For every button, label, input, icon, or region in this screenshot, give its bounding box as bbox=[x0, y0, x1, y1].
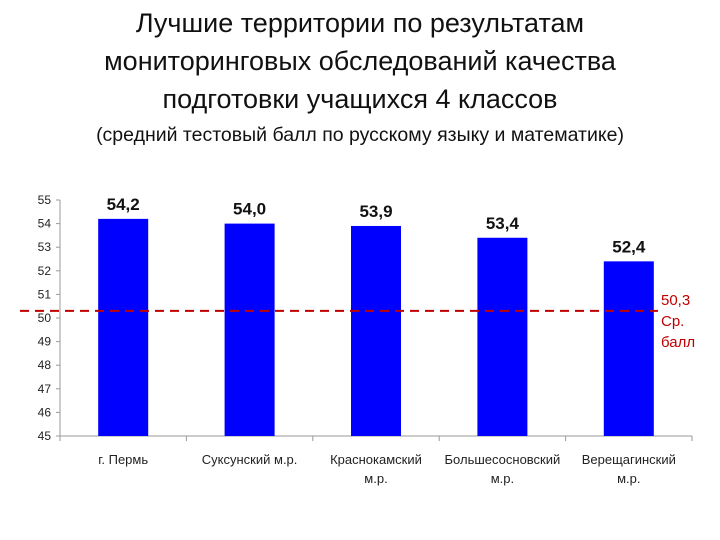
slide-subtitle: (средний тестовый балл по русскому языку… bbox=[96, 124, 624, 146]
average-reference-label-line: Ср. bbox=[661, 313, 684, 330]
x-category-label-line: Краснокамский bbox=[330, 452, 422, 467]
y-tick-label: 46 bbox=[38, 405, 52, 419]
y-tick-label: 50 bbox=[38, 311, 52, 325]
bar bbox=[224, 223, 275, 436]
x-category-label-line: м.р. bbox=[617, 471, 640, 486]
x-category-label: Большесосновский м.р. bbox=[445, 452, 561, 486]
x-category-label: Суксунский м.р. bbox=[202, 452, 298, 467]
x-category-label: Верещагинский м.р. bbox=[582, 452, 676, 486]
x-category-label: г. Пермь bbox=[98, 452, 148, 467]
average-reference-label: 50,3 Ср. балл bbox=[661, 292, 695, 351]
y-tick-label: 55 bbox=[38, 193, 52, 207]
x-category-label-line: Большесосновский bbox=[445, 452, 561, 467]
x-category-label-line: г. Пермь bbox=[98, 452, 148, 467]
x-category-label-line: Суксунский м.р. bbox=[202, 452, 298, 467]
x-category-label-line: м.р. bbox=[491, 471, 514, 486]
y-tick-label: 45 bbox=[38, 429, 52, 443]
y-tick-label: 51 bbox=[38, 287, 52, 301]
x-category-label: Краснокамский м.р. bbox=[330, 452, 422, 486]
y-tick-label: 54 bbox=[38, 217, 52, 231]
bar-value-label: 54,2 bbox=[107, 195, 140, 214]
title-line-3: подготовки учащихся 4 классов bbox=[162, 84, 558, 114]
y-tick-label: 49 bbox=[38, 335, 52, 349]
title-line-1: Лучшие территории по результатам bbox=[135, 8, 585, 38]
y-tick-label: 47 bbox=[38, 382, 52, 396]
bar bbox=[603, 261, 654, 436]
bar-value-label: 54,0 bbox=[233, 200, 266, 219]
bar-value-label: 53,4 bbox=[486, 214, 520, 233]
average-reference-label-line: 50,3 bbox=[661, 292, 690, 309]
x-category-label-line: Верещагинский bbox=[582, 452, 676, 467]
bar bbox=[98, 218, 149, 436]
bar-value-label: 52,4 bbox=[612, 237, 646, 256]
bar bbox=[477, 237, 528, 436]
average-reference-label-line: балл bbox=[661, 334, 695, 351]
bar bbox=[351, 225, 401, 436]
x-category-label-line: м.р. bbox=[364, 471, 387, 486]
title-line-2: мониторинговых обследований качества bbox=[104, 46, 616, 76]
slide-title: Лучшие территории по результатам монитор… bbox=[0, 4, 720, 118]
y-tick-label: 53 bbox=[38, 240, 52, 254]
bar-value-label: 53,9 bbox=[359, 202, 392, 221]
y-tick-label: 48 bbox=[38, 358, 52, 372]
y-tick-label: 52 bbox=[38, 264, 52, 278]
